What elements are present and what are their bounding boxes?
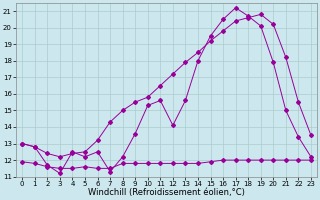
X-axis label: Windchill (Refroidissement éolien,°C): Windchill (Refroidissement éolien,°C) (88, 188, 245, 197)
